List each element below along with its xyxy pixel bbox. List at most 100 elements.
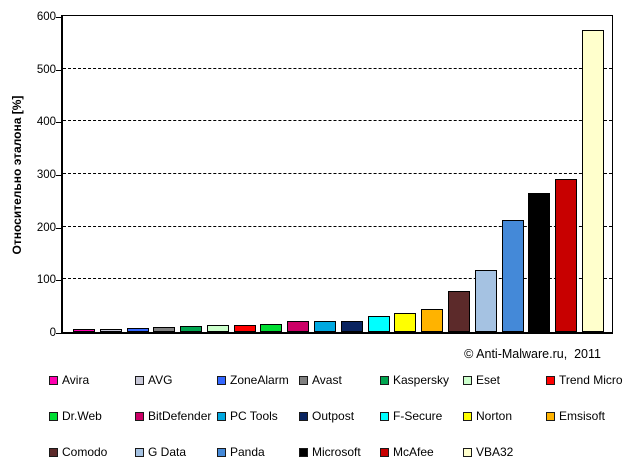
gridline-300 — [63, 173, 612, 174]
plot-area — [61, 15, 613, 334]
y-tick-mark-500 — [56, 69, 61, 71]
bar-norton — [394, 313, 417, 332]
legend-label-trend-micro: Trend Micro — [559, 373, 623, 387]
legend-label-f-secure: F-Secure — [393, 409, 443, 423]
bar-g-data — [474, 269, 497, 332]
bar-comodo — [447, 290, 470, 332]
bars-container — [73, 16, 604, 332]
y-tick-label-400: 400 — [36, 116, 56, 129]
legend-marker-avast — [299, 375, 308, 385]
legend-marker-vba32 — [463, 447, 472, 457]
legend-label-kaspersky: Kaspersky — [393, 373, 450, 387]
bar-dr-web — [260, 323, 283, 332]
legend-label-emsisoft: Emsisoft — [559, 409, 606, 423]
legend-marker-kaspersky — [380, 375, 389, 385]
y-tick-label-100: 100 — [36, 274, 56, 287]
bar-trend-micro — [233, 324, 256, 332]
gridline-200 — [63, 225, 612, 227]
legend: Avira AVG ZoneAlarm Avast Kaspersky Eset Trend… — [49, 362, 625, 470]
legend-label-panda: Panda — [230, 445, 265, 459]
bar-bitdefender — [287, 321, 310, 332]
legend-item-zonealarm: ZoneAlarm — [217, 362, 299, 398]
gridline-400 — [63, 120, 612, 122]
legend-marker-trend-micro — [546, 375, 555, 385]
legend-marker-dr-web — [49, 411, 58, 421]
legend-label-comodo: Comodo — [62, 445, 108, 459]
y-tick-mark-600 — [56, 17, 61, 18]
legend-label-norton: Norton — [476, 409, 513, 423]
bar-kaspersky — [180, 325, 203, 332]
legend-label-outpost: Outpost — [312, 409, 355, 423]
legend-item-trend-micro: Trend Micro — [546, 362, 625, 398]
legend-label-vba32: VBA32 — [476, 445, 514, 459]
y-tick-label-200: 200 — [36, 221, 56, 234]
legend-marker-bitdefender — [135, 411, 144, 421]
legend-marker-eset — [463, 375, 472, 385]
legend-label-avast: Avast — [312, 373, 342, 387]
legend-item-mcafee: McAfee — [380, 434, 463, 470]
legend-label-microsoft: Microsoft — [312, 445, 361, 459]
y-tick-mark-100 — [56, 280, 61, 282]
legend-label-dr-web: Dr.Web — [62, 409, 102, 423]
legend-item-microsoft: Microsoft — [299, 434, 380, 470]
legend-item-pc-tools: PC Tools — [217, 398, 299, 434]
legend-item-f-secure: F-Secure — [380, 398, 463, 434]
legend-marker-emsisoft — [546, 411, 555, 421]
copyright-text: © Anti-Malware.ru, 2011 — [464, 347, 601, 361]
legend-label-avira: Avira — [62, 373, 90, 387]
bar-vba32 — [581, 30, 604, 332]
y-tick-label-0: 0 — [49, 327, 56, 339]
legend-marker-pc-tools — [217, 411, 226, 421]
bar-microsoft — [528, 192, 551, 332]
bar-f-secure — [367, 316, 390, 332]
legend-item-outpost: Outpost — [299, 398, 380, 434]
legend-item-bitdefender: BitDefender — [135, 398, 217, 434]
legend-label-eset: Eset — [476, 373, 501, 387]
gridline-100 — [63, 278, 612, 280]
legend-marker-avira — [49, 375, 58, 385]
legend-item-dr-web: Dr.Web — [49, 398, 135, 434]
bar-avira — [73, 329, 95, 332]
legend-label-mcafee: McAfee — [393, 445, 434, 459]
legend-item-panda: Panda — [217, 434, 299, 470]
bar-avast — [153, 326, 176, 332]
y-tick-mark-400 — [56, 122, 61, 124]
bar-avg — [99, 329, 122, 332]
gridline-500 — [63, 67, 612, 69]
bar-panda — [501, 219, 524, 332]
y-tick-mark-300 — [56, 175, 61, 176]
legend-item-comodo: Comodo — [49, 434, 135, 470]
legend-marker-mcafee — [380, 447, 389, 457]
legend-item-norton: Norton — [463, 398, 546, 434]
bar-outpost — [340, 320, 363, 332]
legend-item-avira: Avira — [49, 362, 135, 398]
legend-label-zonealarm: ZoneAlarm — [230, 373, 289, 387]
y-tick-label-600: 600 — [36, 11, 56, 23]
legend-marker-f-secure — [380, 411, 389, 421]
y-tick-mark-0 — [56, 333, 61, 334]
bar-pc-tools — [314, 321, 337, 332]
y-tick-mark-200 — [56, 227, 61, 229]
legend-marker-outpost — [299, 411, 308, 421]
y-tick-label-300: 300 — [36, 169, 56, 181]
legend-item-avast: Avast — [299, 362, 380, 398]
legend-item-g-data: G Data — [135, 434, 217, 470]
legend-marker-g-data — [135, 447, 144, 457]
legend-item-eset: Eset — [463, 362, 546, 398]
bar-emsisoft — [421, 309, 444, 332]
y-tick-label-500: 500 — [36, 63, 56, 76]
legend-marker-panda — [217, 447, 226, 457]
legend-label-g-data: G Data — [148, 445, 187, 459]
legend-marker-microsoft — [299, 447, 308, 457]
legend-item-emsisoft: Emsisoft — [546, 398, 625, 434]
legend-item-vba32: VBA32 — [463, 434, 546, 470]
bar-mcafee — [555, 178, 578, 332]
legend-label-bitdefender: BitDefender — [148, 409, 212, 423]
legend-label-pc-tools: PC Tools — [230, 409, 278, 423]
legend-marker-zonealarm — [217, 375, 226, 385]
bar-eset — [206, 325, 229, 332]
legend-marker-norton — [463, 411, 472, 421]
legend-marker-avg — [135, 375, 144, 385]
legend-item-avg: AVG — [135, 362, 217, 398]
